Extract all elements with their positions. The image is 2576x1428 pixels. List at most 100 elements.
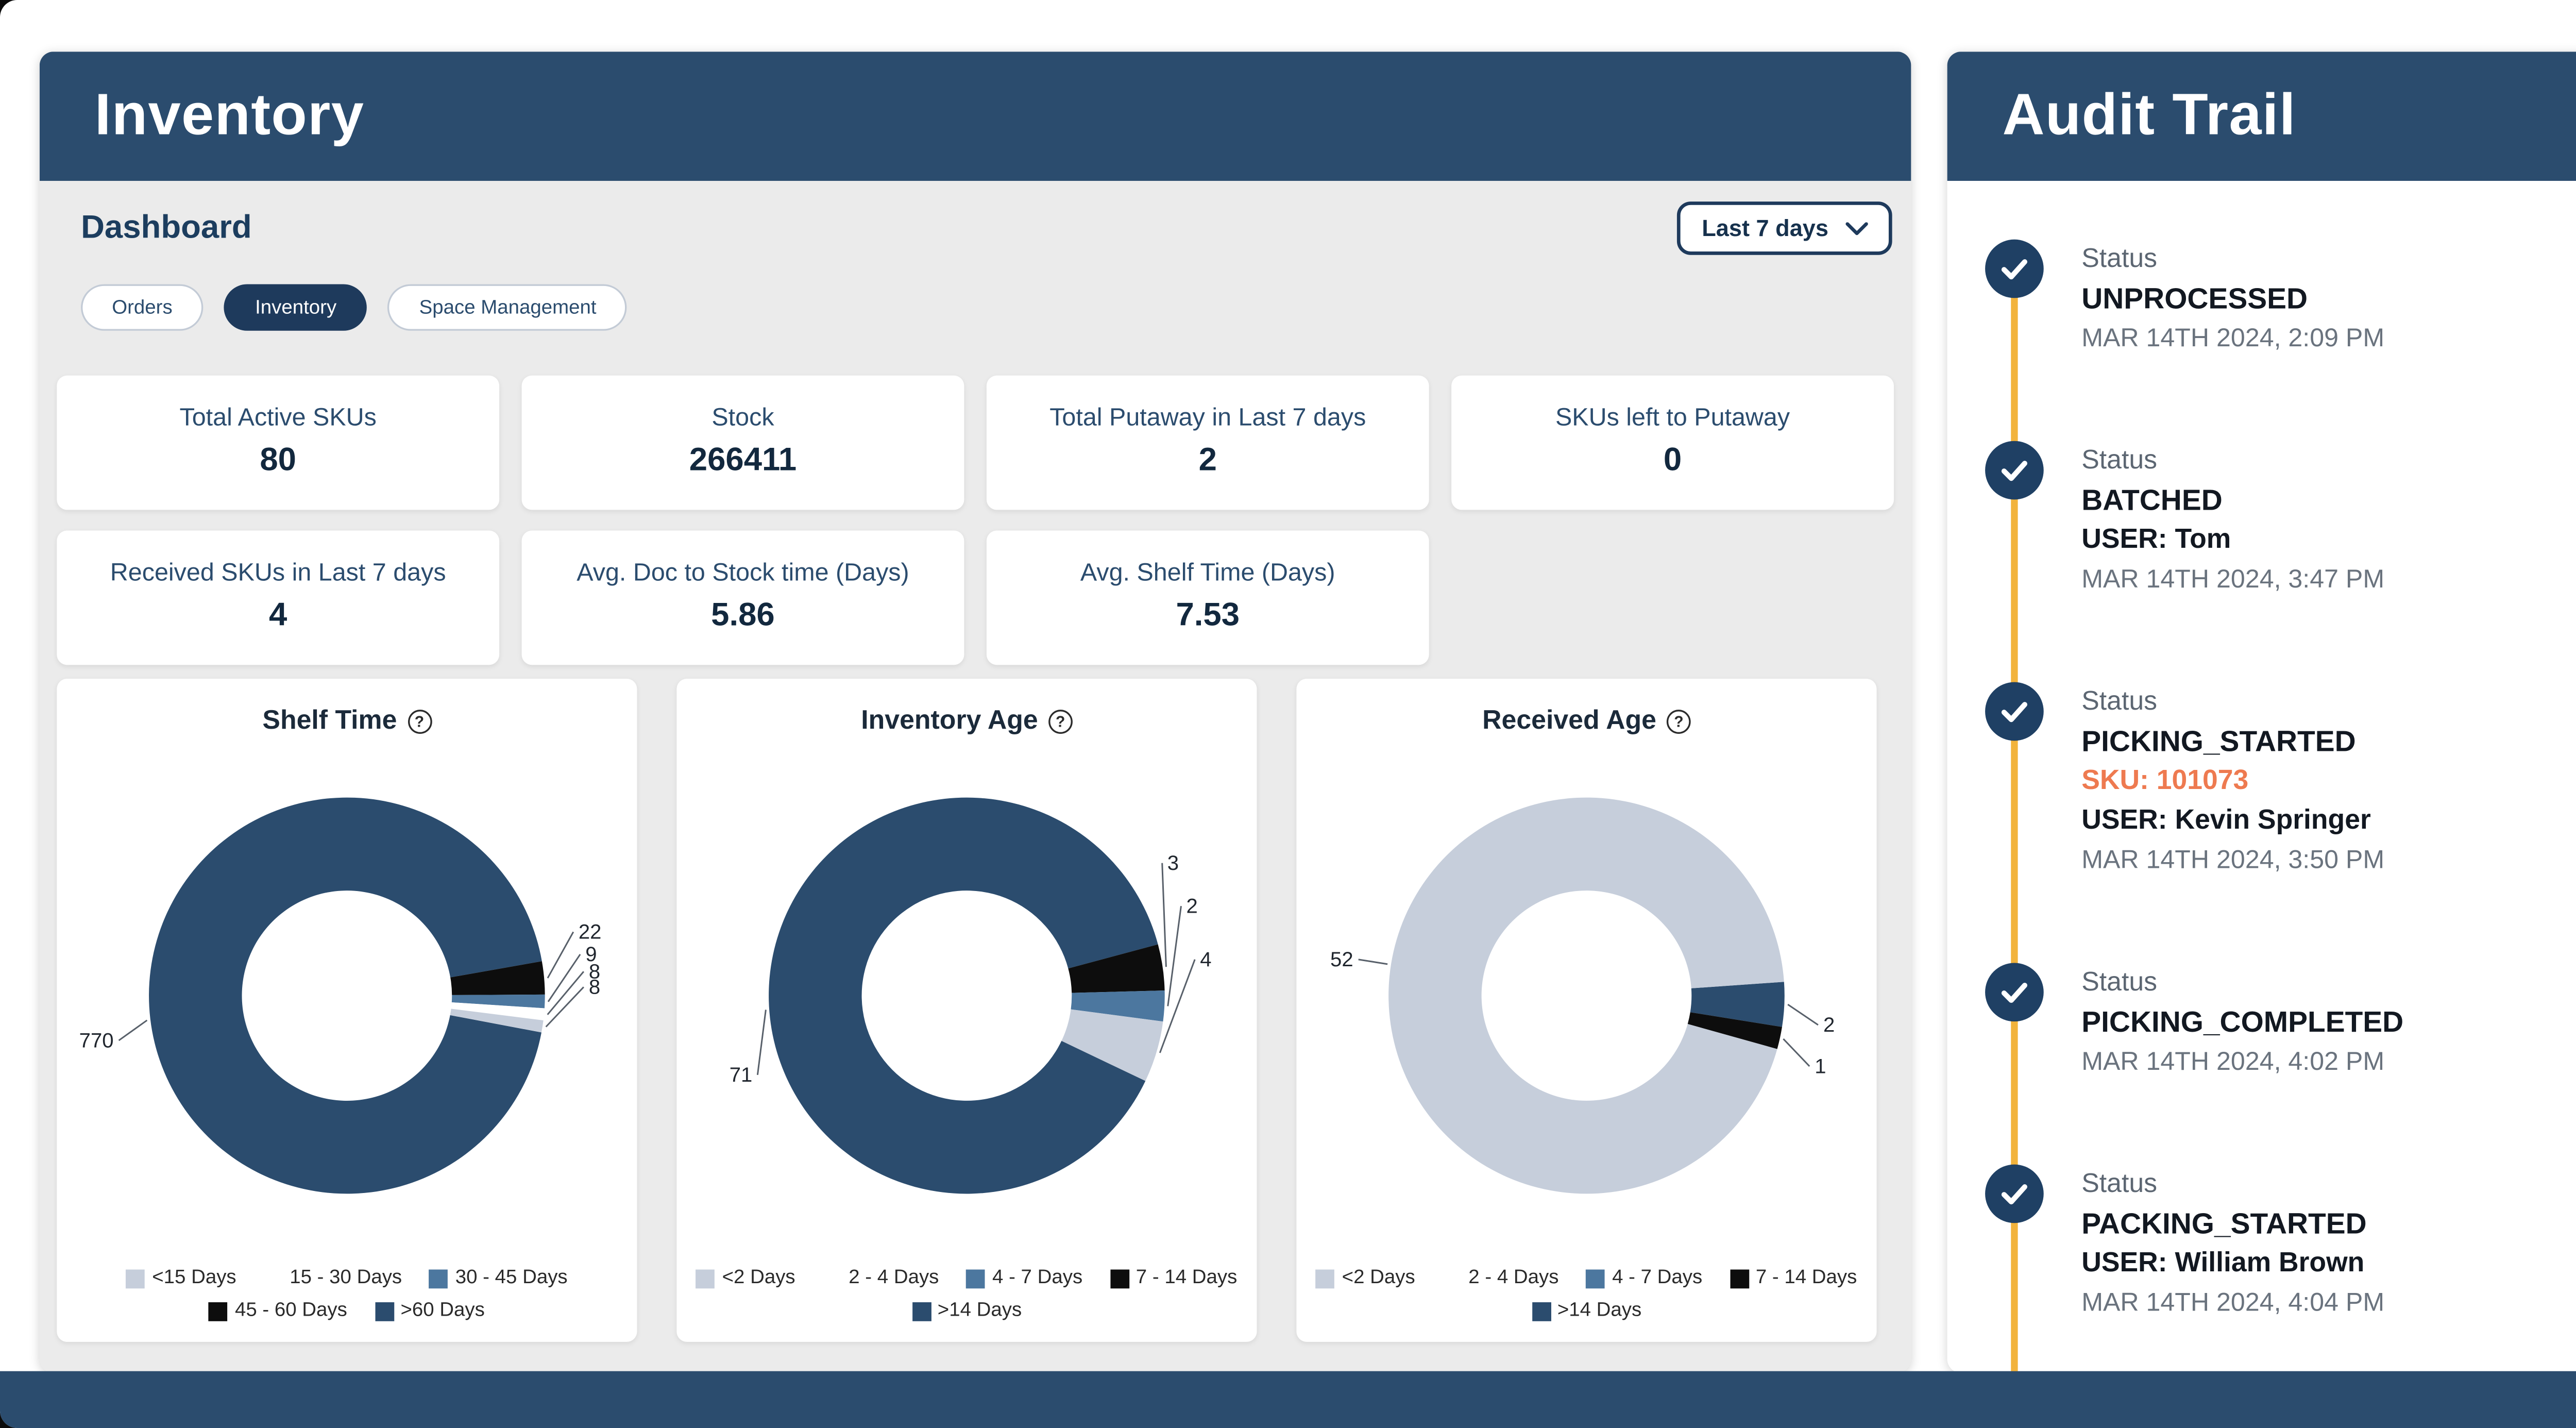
date-filter-dropdown[interactable]: Last 7 days xyxy=(1677,201,1892,255)
donut-value-label: 3 xyxy=(1167,852,1179,875)
donut-slice xyxy=(1071,990,1165,1022)
legend-label: 7 - 14 Days xyxy=(1136,1268,1238,1289)
chevron-down-icon xyxy=(1845,221,1868,234)
kpi-card: Avg. Doc to Stock time (Days) 5.86 xyxy=(521,530,964,665)
kpi-card: Avg. Shelf Time (Days) 7.53 xyxy=(986,530,1429,665)
legend-swatch xyxy=(126,1269,145,1289)
kpi-value: 2 xyxy=(1198,443,1217,479)
audit-user: USER: Tom xyxy=(2081,525,2231,555)
legend-item: <2 Days xyxy=(1316,1263,1415,1296)
legend-label: 4 - 7 Days xyxy=(992,1268,1083,1289)
kpi-grid: Total Active SKUs 80 Stock 266411 Total … xyxy=(57,375,1894,665)
status-check-icon xyxy=(1985,239,2044,298)
audit-sku: SKU: 101073 xyxy=(2081,766,2249,796)
legend-item: 7 - 14 Days xyxy=(1730,1263,1857,1296)
help-icon[interactable]: ? xyxy=(1667,710,1691,734)
chart-title: Inventory Age xyxy=(861,706,1038,736)
audit-entry: Status PICKING_STARTED SKU: 101073 USER:… xyxy=(1947,682,2576,882)
legend-item: 45 - 60 Days xyxy=(209,1296,347,1329)
kpi-card: Stock 266411 xyxy=(521,375,964,510)
kpi-value: 0 xyxy=(1663,443,1682,479)
kpi-card: SKUs left to Putaway 0 xyxy=(1451,375,1894,510)
tab-space-management[interactable]: Space Management xyxy=(388,284,628,331)
kpi-label: Total Putaway in Last 7 days xyxy=(1049,405,1366,432)
date-filter-value: Last 7 days xyxy=(1702,215,1828,241)
dashboard-top-row: Dashboard Last 7 days xyxy=(40,181,1911,255)
donut-slice xyxy=(769,797,1158,1194)
legend-item: >60 Days xyxy=(375,1296,485,1329)
chart-title-row: Received Age ? xyxy=(1296,706,1876,737)
legend-row-2: >14 Days xyxy=(676,1296,1257,1329)
legend-item: 4 - 7 Days xyxy=(1586,1263,1702,1296)
legend-item: >14 Days xyxy=(911,1296,1022,1329)
section-label: Dashboard xyxy=(81,209,252,246)
audit-entry: Status PICKING_COMPLETED MAR 14TH 2024, … xyxy=(1947,963,2576,1084)
chart-card-shelf-time: Shelf Time ? 770 22 9 8 8 <15 Days 15 - 30 D… xyxy=(57,678,637,1342)
status-check-icon xyxy=(1985,963,2044,1022)
audit-user: USER: Kevin Springer xyxy=(2081,806,2371,836)
audit-text: Status PICKING_COMPLETED MAR 14TH 2024, … xyxy=(2081,963,2403,1084)
legend-item: <2 Days xyxy=(696,1263,795,1296)
legend-swatch xyxy=(209,1302,228,1321)
audit-text: Status PICKING_STARTED SKU: 101073 USER:… xyxy=(2081,682,2384,882)
kpi-label: SKUs left to Putaway xyxy=(1555,405,1790,432)
chart-legend: <2 Days 2 - 4 Days 4 - 7 Days 7 - 14 Day… xyxy=(676,1263,1257,1342)
audit-trail-title: Audit Trail xyxy=(2002,82,2296,148)
chart-legend: <2 Days 2 - 4 Days 4 - 7 Days 7 - 14 Day… xyxy=(1296,1263,1876,1342)
legend-swatch xyxy=(375,1302,394,1321)
audit-text: Status UNPROCESSED MAR 14TH 2024, 2:09 P… xyxy=(2081,240,2384,360)
inventory-panel-header: Inventory xyxy=(39,52,1911,181)
audit-timestamp: MAR 14TH 2024, 3:50 PM xyxy=(2081,846,2385,876)
donut-slice xyxy=(1388,797,1784,1194)
status-check-icon xyxy=(1985,1164,2044,1223)
audit-status-label: Status xyxy=(2081,1169,2158,1199)
legend-swatch xyxy=(1316,1269,1335,1289)
legend-label: >14 Days xyxy=(1557,1300,1642,1321)
legend-item: 2 - 4 Days xyxy=(823,1263,939,1296)
legend-item: 2 - 4 Days xyxy=(1443,1263,1558,1296)
audit-entry: Status BATCHED USER: Tom MAR 14TH 2024, … xyxy=(1947,441,2576,601)
legend-label: 45 - 60 Days xyxy=(234,1300,347,1321)
kpi-label: Avg. Shelf Time (Days) xyxy=(1080,560,1335,587)
audit-status-value: BATCHED xyxy=(2081,484,2223,517)
audit-entries: Status UNPROCESSED MAR 14TH 2024, 2:09 P… xyxy=(1947,239,2576,1325)
audit-status-label: Status xyxy=(2081,687,2158,717)
kpi-value: 80 xyxy=(260,443,296,479)
legend-row-1: <2 Days 2 - 4 Days 4 - 7 Days 7 - 14 Day… xyxy=(676,1263,1257,1296)
audit-entry: Status PACKING_STARTED USER: William Bro… xyxy=(1947,1164,2576,1325)
kpi-label: Avg. Doc to Stock time (Days) xyxy=(577,560,909,587)
status-check-icon xyxy=(1985,682,2044,741)
tab-orders[interactable]: Orders xyxy=(81,284,204,331)
legend-label: 2 - 4 Days xyxy=(1468,1268,1559,1289)
audit-text: Status PACKING_STARTED USER: William Bro… xyxy=(2081,1165,2384,1325)
help-icon[interactable]: ? xyxy=(1048,710,1073,734)
audit-trail-header: Audit Trail xyxy=(1947,52,2576,181)
legend-swatch xyxy=(1531,1302,1551,1321)
legend-swatch xyxy=(823,1269,842,1289)
donut-value-label: 770 xyxy=(79,1029,114,1052)
legend-item: <15 Days xyxy=(126,1263,236,1296)
help-icon[interactable]: ? xyxy=(407,710,432,734)
kpi-label: Received SKUs in Last 7 days xyxy=(110,560,446,587)
chart-title-row: Inventory Age ? xyxy=(676,706,1257,737)
chart-title: Received Age xyxy=(1482,706,1656,736)
legend-swatch xyxy=(966,1269,986,1289)
tab-inventory[interactable]: Inventory xyxy=(224,284,368,331)
audit-text: Status BATCHED USER: Tom MAR 14TH 2024, … xyxy=(2081,441,2384,601)
donut-chart: 52 2 1 xyxy=(1330,797,1835,1194)
donut-slice xyxy=(450,1009,544,1033)
kpi-label: Stock xyxy=(711,405,774,432)
status-check-icon xyxy=(1985,441,2044,500)
donut-slice xyxy=(1068,944,1165,993)
tab-bar: Orders Inventory Space Management xyxy=(81,284,1911,331)
audit-timestamp: MAR 14TH 2024, 2:09 PM xyxy=(2081,324,2385,354)
kpi-card: Total Putaway in Last 7 days 2 xyxy=(986,375,1429,510)
legend-swatch xyxy=(1730,1269,1749,1289)
legend-label: >14 Days xyxy=(937,1300,1022,1321)
donut-value-label: 4 xyxy=(1200,948,1211,971)
kpi-card: Total Active SKUs 80 xyxy=(57,375,500,510)
legend-swatch xyxy=(1110,1269,1129,1289)
kpi-value: 7.53 xyxy=(1176,597,1240,634)
